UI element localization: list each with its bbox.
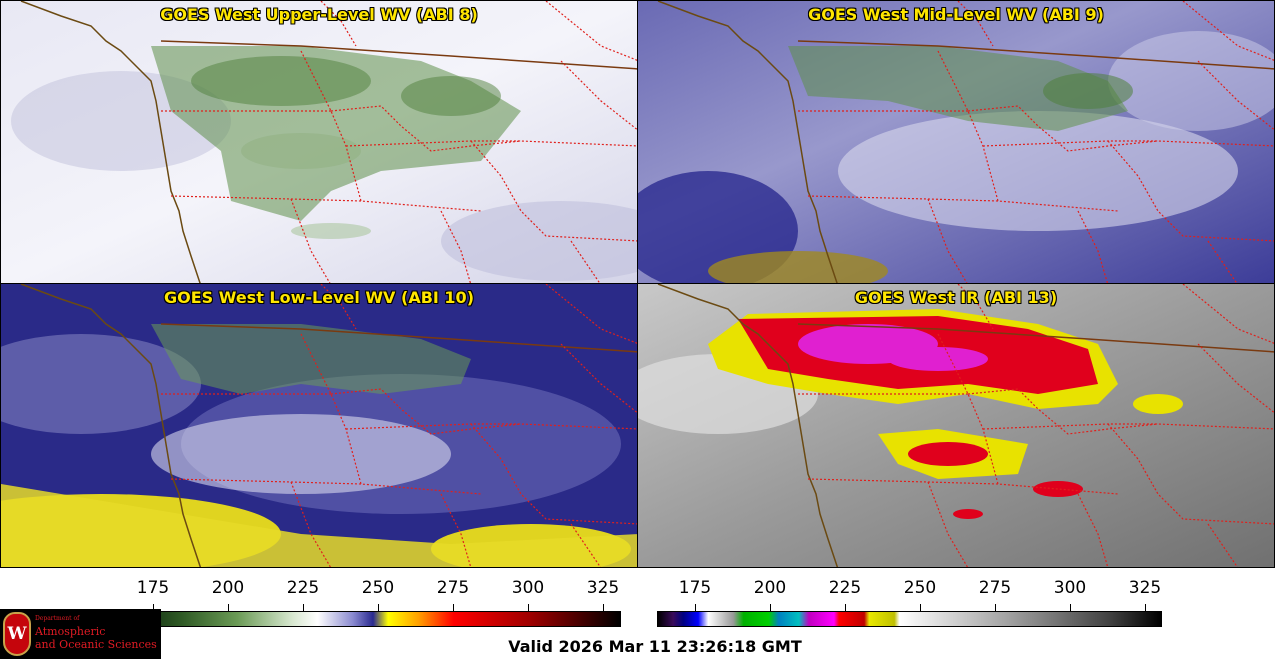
colorbar-tick-label: 175	[678, 578, 712, 598]
mid-level-wv-image	[638, 1, 1274, 283]
low-level-wv-image	[1, 284, 637, 567]
coastline	[657, 1, 838, 283]
country-border	[797, 323, 1274, 353]
colorbar-tick-label: 300	[1053, 578, 1087, 598]
panel-title: GOES West IR (ABI 13)	[854, 288, 1058, 307]
state-border	[330, 388, 522, 435]
colorbar-tick-label: 200	[211, 578, 245, 598]
colorbar-tick-mark	[1145, 604, 1146, 611]
state-border	[1077, 493, 1109, 567]
colorbar-tick-label: 225	[828, 578, 862, 598]
state-border	[1107, 423, 1274, 525]
colorbar-tick-mark	[528, 604, 529, 611]
coastline	[20, 1, 201, 283]
state-border	[560, 343, 637, 414]
state-border	[560, 60, 637, 131]
state-border	[300, 50, 362, 202]
state-border	[1207, 240, 1238, 283]
state-border	[1077, 210, 1109, 283]
state-border	[470, 140, 637, 242]
state-border	[300, 333, 362, 485]
upper-level-wv-image	[1, 1, 637, 283]
state-border	[957, 1, 994, 47]
country-border	[797, 40, 1274, 70]
state-border	[937, 333, 999, 485]
coastline	[20, 284, 202, 567]
state-border	[170, 195, 482, 212]
wv-colorbar: 175 200 225 250 275 300 325	[115, 578, 621, 628]
state-border	[470, 423, 637, 525]
state-border	[330, 105, 522, 152]
colorbar-tick-mark	[303, 604, 304, 611]
colorbar-tick-mark	[153, 604, 154, 611]
logo-line-1: Atmospheric	[35, 625, 106, 638]
colorbar-tick-mark	[770, 604, 771, 611]
colorbar-tick-mark	[378, 604, 379, 611]
state-border	[440, 493, 472, 567]
colorbar-tick-mark	[845, 604, 846, 611]
wv-colorbar-ticks: 175 200 225 250 275 300 325	[115, 578, 621, 611]
state-border	[570, 240, 601, 283]
state-border	[1107, 140, 1274, 242]
colorbar-tick-label: 250	[361, 578, 395, 598]
country-border	[160, 323, 637, 353]
state-border	[170, 478, 482, 495]
panel-low-level-wv: GOES West Low-Level WV (ABI 10)	[0, 283, 638, 568]
colorbar-tick-label: 275	[436, 578, 470, 598]
state-border	[807, 478, 1119, 495]
colorbar-tick-label: 225	[286, 578, 320, 598]
colorbar-tick-mark	[695, 604, 696, 611]
state-border	[1197, 60, 1274, 131]
colorbar-tick-label: 175	[136, 578, 170, 598]
aos-logo: W Department of Atmospheric and Oceanic …	[0, 609, 161, 659]
state-border	[937, 50, 999, 202]
state-border	[807, 195, 1119, 212]
state-border	[1207, 523, 1239, 567]
state-border	[967, 105, 1159, 152]
colorbar-tick-mark	[995, 604, 996, 611]
uw-crest-icon: W	[3, 612, 31, 656]
ir-image	[638, 284, 1274, 567]
panel-title: GOES West Upper-Level WV (ABI 8)	[160, 5, 478, 24]
colorbar-tick-label: 300	[511, 578, 545, 598]
panel-title: GOES West Mid-Level WV (ABI 9)	[808, 5, 1104, 24]
colorbar-tick-mark	[453, 604, 454, 611]
country-border	[160, 40, 637, 70]
colorbar-tick-mark	[1070, 604, 1071, 611]
ir-colorbar-gradient	[657, 611, 1162, 627]
colorbar-tick-label: 325	[1128, 578, 1162, 598]
state-border	[957, 284, 994, 330]
logo-line-2: and Oceanic Sciences	[35, 638, 157, 651]
panel-upper-level-wv: GOES West Upper-Level WV (ABI 8)	[0, 0, 638, 284]
panel-title: GOES West Low-Level WV (ABI 10)	[163, 288, 474, 307]
colorbar-tick-mark	[228, 604, 229, 611]
coastline	[657, 284, 839, 567]
wv-colorbar-gradient	[115, 611, 621, 627]
state-border	[1197, 343, 1274, 414]
panel-mid-level-wv: GOES West Mid-Level WV (ABI 9)	[637, 0, 1275, 284]
state-border	[320, 1, 357, 47]
state-border	[320, 284, 357, 330]
ir-colorbar: 175 200 225 250 275 300 325	[657, 578, 1162, 628]
valid-time: Valid 2026 Mar 11 23:26:18 GMT	[508, 637, 802, 656]
colorbar-tick-label: 275	[978, 578, 1012, 598]
state-border	[440, 210, 472, 283]
colorbar-tick-label: 250	[903, 578, 937, 598]
state-border	[570, 523, 602, 567]
panel-ir: GOES West IR (ABI 13)	[637, 283, 1275, 568]
colorbar-tick-label: 325	[586, 578, 620, 598]
colorbar-tick-mark	[603, 604, 604, 611]
state-border	[967, 388, 1159, 435]
colorbar-tick-mark	[920, 604, 921, 611]
colorbar-tick-label: 200	[753, 578, 787, 598]
ir-colorbar-ticks: 175 200 225 250 275 300 325	[657, 578, 1162, 611]
logo-department: Department of	[35, 615, 80, 622]
